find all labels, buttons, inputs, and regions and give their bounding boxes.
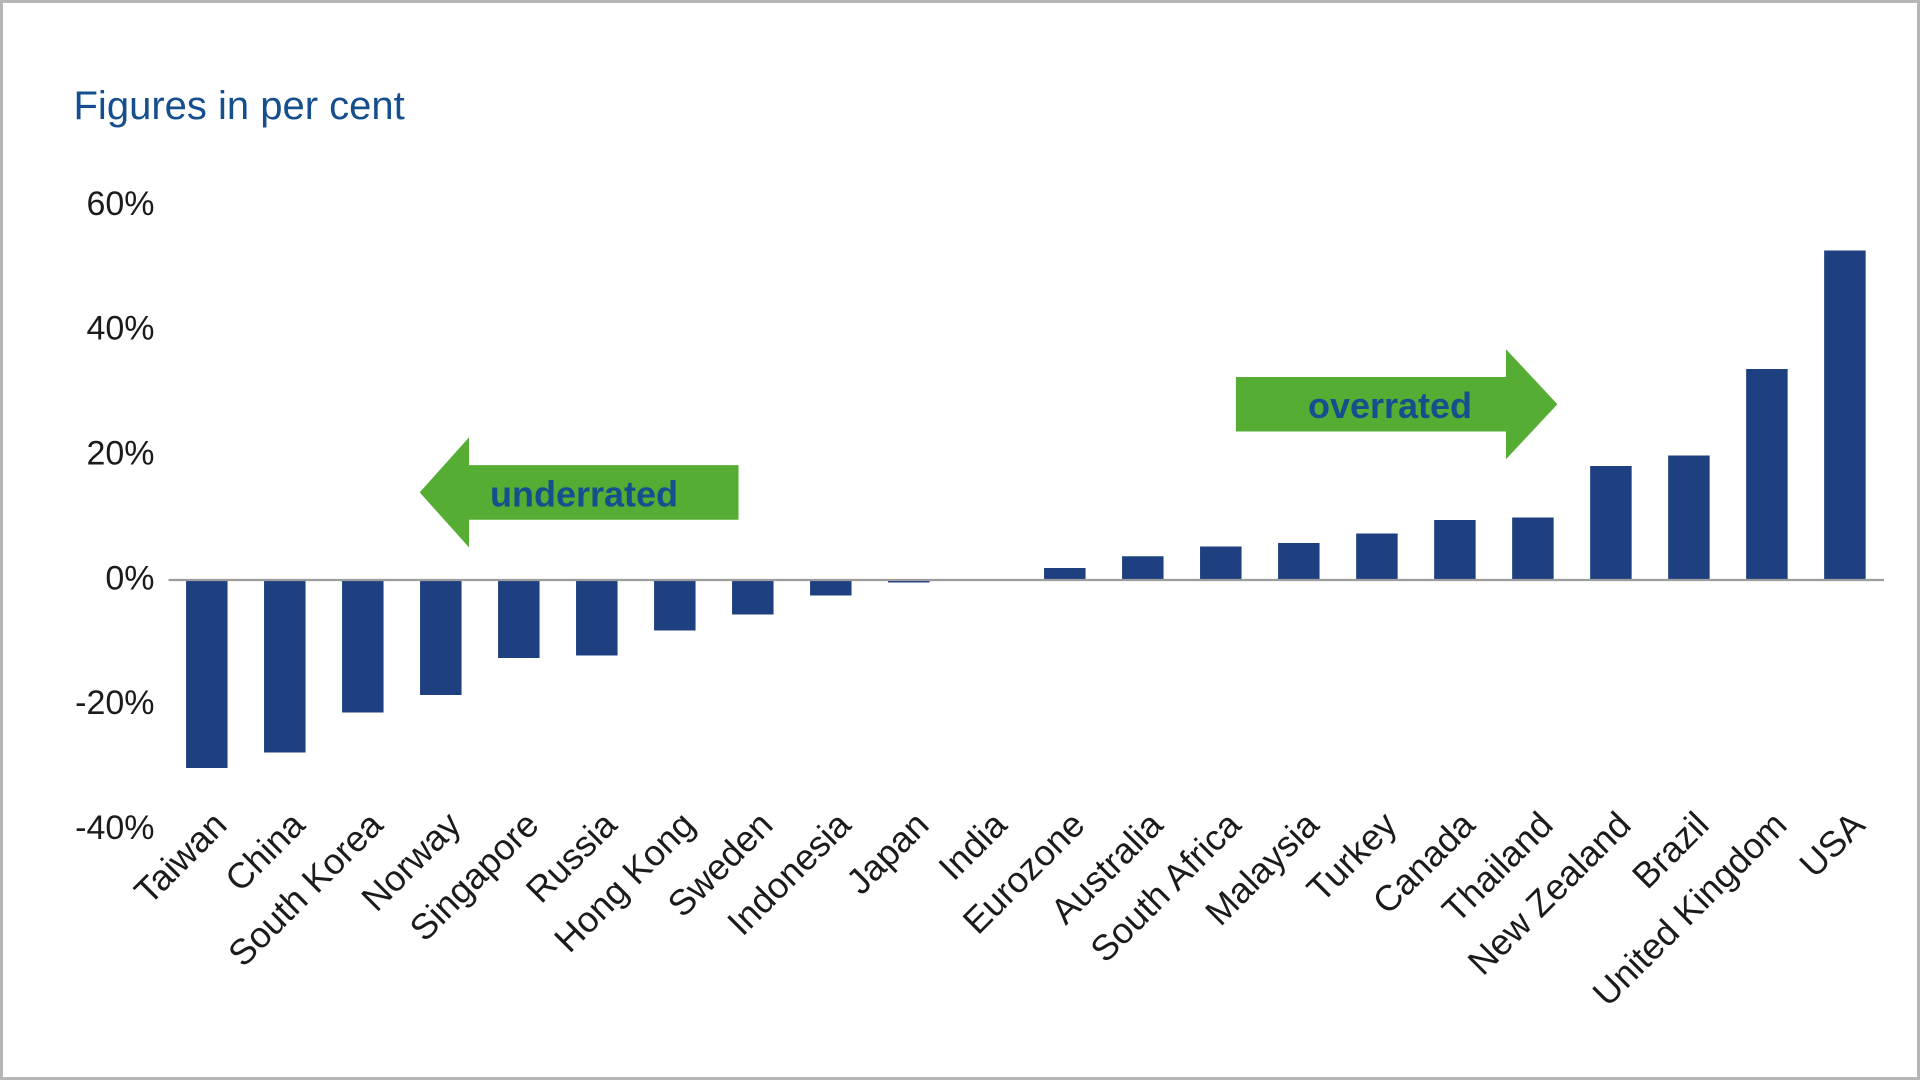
svg-text:60%: 60% — [86, 185, 154, 223]
svg-text:-40%: -40% — [75, 809, 154, 847]
svg-text:40%: 40% — [86, 310, 154, 348]
svg-text:underrated: underrated — [490, 474, 678, 515]
svg-text:-20%: -20% — [75, 684, 154, 722]
svg-text:Figures in per cent: Figures in per cent — [74, 84, 405, 128]
svg-text:overrated: overrated — [1308, 385, 1472, 426]
svg-text:20%: 20% — [86, 435, 154, 473]
svg-text:0%: 0% — [105, 559, 154, 597]
